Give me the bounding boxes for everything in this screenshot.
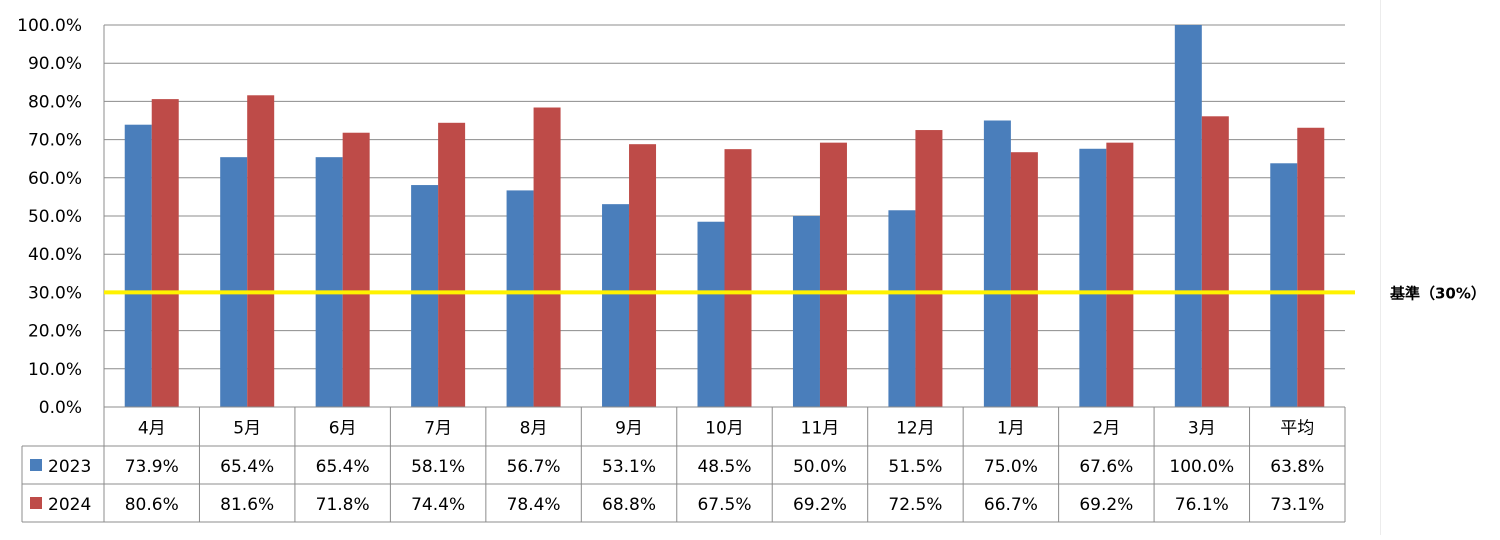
legend-swatch-2023 [30, 459, 42, 471]
y-tick-label: 40.0% [28, 245, 82, 265]
category-label: 5月 [233, 419, 261, 439]
data-label: 68.8% [602, 495, 656, 515]
bar-2023 [124, 124, 152, 408]
chart-canvas: 0.0% 10.0% 20.0% 30.0% 40.0% 50.0% 60.0% 70.0% 8… [17, 16, 1346, 523]
bar-2024 [342, 132, 370, 407]
y-axis-ticks: 0.0% 10.0% 20.0% 30.0% 40.0% 50.0% 60.0% 70.0% 8… [17, 16, 82, 418]
bar-2024 [438, 122, 466, 408]
bar-2024 [915, 130, 943, 408]
legend-swatch-2024 [30, 497, 42, 509]
category-label: 4月 [138, 419, 166, 439]
data-label: 66.7% [984, 495, 1038, 515]
bar-2024 [247, 95, 275, 408]
data-label: 51.5% [888, 457, 942, 477]
data-label: 81.6% [220, 495, 274, 515]
y-tick-label: 90.0% [28, 54, 82, 74]
y-tick-label: 0.0% [39, 398, 82, 418]
bar-2023 [602, 204, 630, 407]
category-label: 11月 [801, 419, 840, 439]
legend-label-2023: 2023 [48, 457, 91, 477]
data-label: 58.1% [411, 457, 465, 477]
bar-2023 [411, 185, 439, 407]
y-tick-label: 50.0% [28, 207, 82, 227]
data-label: 67.6% [1079, 457, 1133, 477]
bar-2024 [1201, 116, 1229, 407]
bar-2023 [220, 157, 248, 407]
bar-2023 [888, 210, 916, 407]
bar-2023 [983, 120, 1011, 407]
category-label: 12月 [896, 419, 935, 439]
category-label: 3月 [1188, 419, 1216, 439]
data-label: 56.7% [507, 457, 561, 477]
data-label: 80.6% [125, 495, 179, 515]
y-tick-label: 30.0% [28, 283, 82, 303]
bar-2023 [1174, 25, 1202, 407]
data-label: 75.0% [984, 457, 1038, 477]
bar-2024 [533, 107, 561, 408]
right-margin-panel [1380, 0, 1500, 535]
bar-2024 [151, 99, 179, 407]
bar-2023 [1270, 163, 1298, 407]
category-label: 8月 [520, 419, 548, 439]
data-label: 48.5% [697, 457, 751, 477]
category-label: 9月 [615, 419, 643, 439]
data-label: 50.0% [793, 457, 847, 477]
bar-2024 [1297, 127, 1325, 408]
bars [124, 25, 1325, 408]
bar-2023 [792, 216, 820, 407]
data-label: 65.4% [220, 457, 274, 477]
data-label: 67.5% [697, 495, 751, 515]
bar-2024 [1010, 152, 1038, 407]
data-table: 4月 5月 6月 7月 8月 9月 10月 11月 12月 1月 2月 3月 平均 2023 73.9% 65… [21, 406, 1346, 523]
data-label: 73.1% [1270, 495, 1324, 515]
bar-2023 [315, 157, 343, 407]
data-label: 72.5% [888, 495, 942, 515]
bar-2024 [819, 142, 847, 407]
bar-chart-with-data-table: 0.0% 10.0% 20.0% 30.0% 40.0% 50.0% 60.0% 70.0% 8… [17, 16, 1346, 523]
category-label: 10月 [705, 419, 744, 439]
data-label: 69.2% [793, 495, 847, 515]
bar-2023 [1079, 148, 1107, 407]
y-tick-label: 80.0% [28, 92, 82, 112]
data-label: 73.9% [125, 457, 179, 477]
data-label: 69.2% [1079, 495, 1133, 515]
data-label: 65.4% [316, 457, 370, 477]
data-label: 71.8% [316, 495, 370, 515]
category-label: 1月 [997, 419, 1025, 439]
data-label: 63.8% [1270, 457, 1324, 477]
category-label: 6月 [329, 419, 357, 439]
y-tick-label: 60.0% [28, 169, 82, 189]
data-label: 74.4% [411, 495, 465, 515]
data-label: 53.1% [602, 457, 656, 477]
data-label: 100.0% [1169, 457, 1234, 477]
y-tick-label: 20.0% [28, 322, 82, 342]
category-label: 7月 [424, 419, 452, 439]
legend-label-2024: 2024 [48, 495, 91, 515]
bar-2023 [697, 221, 725, 407]
category-label: 2月 [1092, 419, 1120, 439]
data-label: 78.4% [507, 495, 561, 515]
y-tick-label: 10.0% [28, 360, 82, 380]
bar-2024 [629, 144, 657, 407]
y-tick-label: 100.0% [17, 16, 82, 36]
y-tick-label: 70.0% [28, 131, 82, 151]
bar-2024 [1106, 142, 1134, 407]
bar-2024 [724, 149, 752, 407]
category-label: 平均 [1280, 419, 1314, 439]
data-label: 76.1% [1175, 495, 1229, 515]
bar-2023 [506, 190, 534, 407]
